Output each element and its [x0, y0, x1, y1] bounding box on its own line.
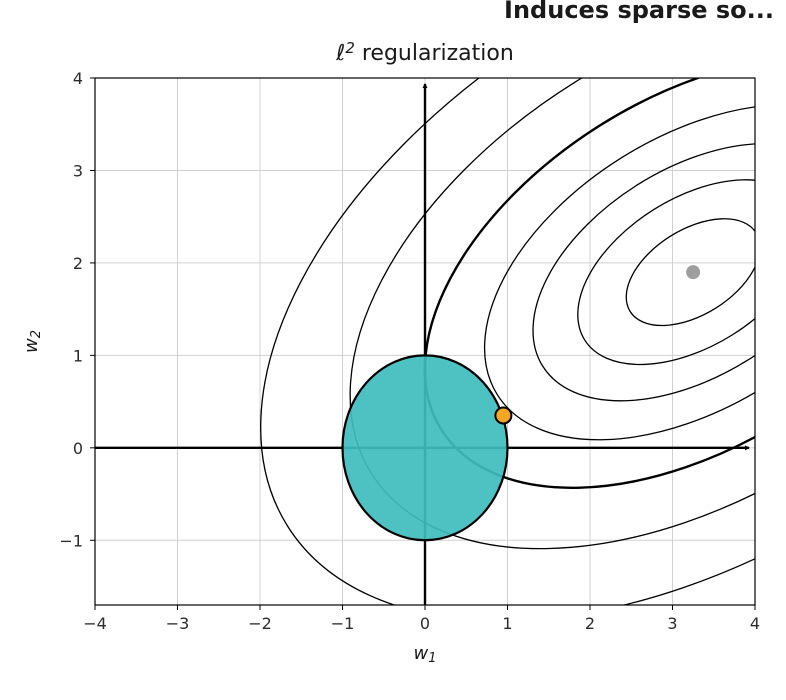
ytick-label: −1 [59, 531, 83, 550]
xtick-label: 4 [750, 614, 760, 633]
xtick-label: 0 [420, 614, 430, 633]
xtick-label: −2 [248, 614, 272, 633]
ytick-label: 3 [73, 161, 83, 180]
figure-stage: Induces sparse so... −4 −3 −2 −1 0 1 2 3 4 −1 0 1 2 3 4… [0, 0, 786, 700]
xtick-label: 3 [667, 614, 677, 633]
constrained-solution-dot [495, 407, 511, 423]
ytick-label: 4 [73, 69, 83, 88]
xtick-label: −1 [331, 614, 355, 633]
xtick-label: 2 [585, 614, 595, 633]
cropped-header-text: Induces sparse so... [504, 0, 774, 24]
plot-title: ℓ2 regularization [335, 39, 514, 66]
xtick-label: −3 [166, 614, 190, 633]
x-axis-label: w1 [413, 643, 436, 666]
ytick-label: 0 [73, 439, 83, 458]
xtick-label: −4 [83, 614, 107, 633]
ytick-label: 2 [73, 254, 83, 273]
y-axis-label: w2 [21, 330, 44, 353]
l2-constraint-circle [343, 355, 508, 540]
l2-regularization-plot: Induces sparse so... −4 −3 −2 −1 0 1 2 3 4 −1 0 1 2 3 4… [0, 0, 786, 700]
xtick-label: 1 [502, 614, 512, 633]
unconstrained-minimum-dot [686, 265, 700, 279]
ytick-label: 1 [73, 346, 83, 365]
